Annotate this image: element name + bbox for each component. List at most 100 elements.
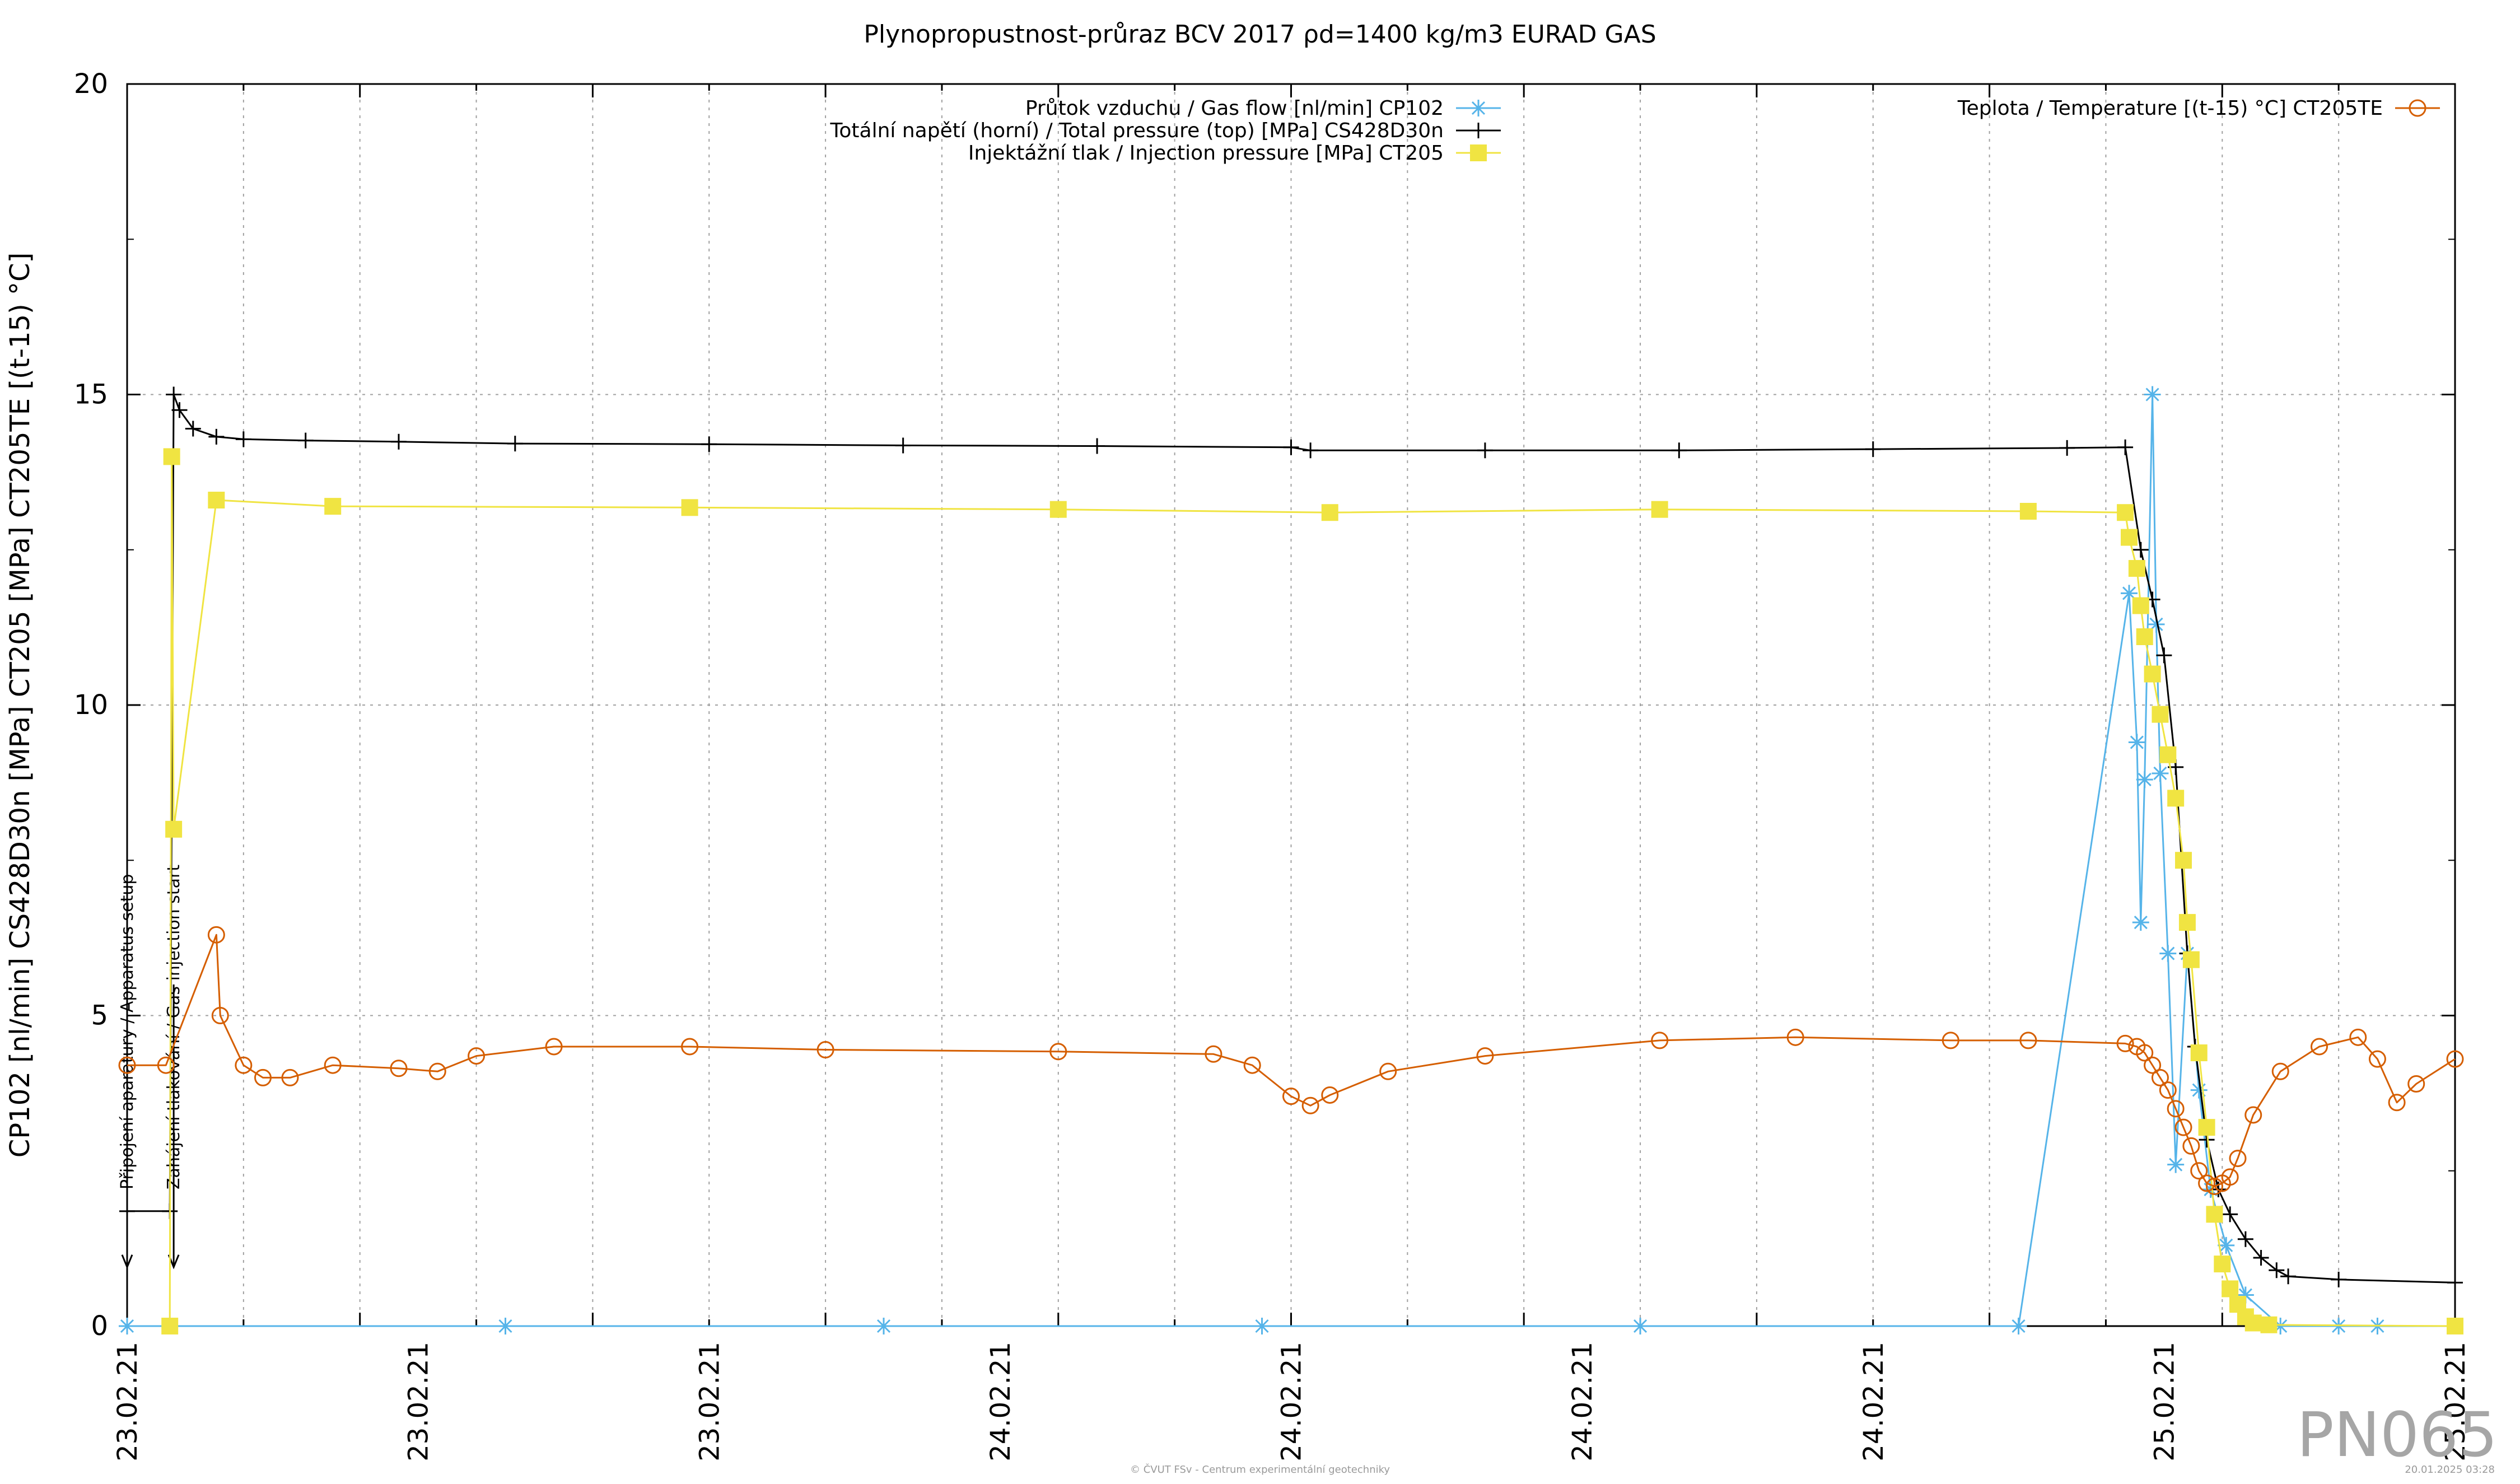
data-point — [2222, 1206, 2238, 1222]
data-point — [2136, 1044, 2154, 1062]
data-point — [2190, 1081, 2208, 1099]
data-point — [2178, 914, 2196, 931]
data-point — [1651, 1032, 1669, 1049]
data-point — [2121, 529, 2138, 546]
data-point — [118, 1056, 136, 1074]
data-point — [390, 433, 407, 450]
series-square — [161, 448, 2463, 1334]
data-point — [2349, 1028, 2367, 1046]
data-point — [2117, 504, 2134, 521]
data-point — [208, 428, 225, 445]
data-point — [1651, 501, 1668, 518]
data-point — [1049, 501, 1067, 518]
data-point — [2221, 1168, 2239, 1186]
data-point — [2218, 1236, 2235, 1254]
y-tick-label: 15 — [74, 379, 108, 410]
data-point — [2128, 560, 2145, 577]
data-point — [2447, 1318, 2463, 1334]
data-point — [1049, 1043, 1067, 1061]
footer-copyright: © ČVUT FSv - Centrum experimentální geot… — [1130, 1463, 1390, 1476]
data-point — [2167, 790, 2185, 807]
series-layer — [118, 386, 2464, 1334]
data-point — [2222, 1280, 2239, 1298]
data-point — [2446, 1050, 2464, 1068]
data-point — [208, 492, 225, 509]
data-point — [2182, 951, 2200, 968]
data-point — [281, 1068, 299, 1086]
data-point — [2159, 1081, 2177, 1099]
data-point — [1303, 442, 1319, 459]
legend-marker — [1471, 123, 1486, 138]
legend-marker — [2409, 99, 2426, 117]
x-tick-label: 25.02.21 — [2440, 1342, 2471, 1462]
data-point — [2206, 1206, 2223, 1223]
data-point — [2244, 1314, 2262, 1332]
x-tick-label: 24.02.21 — [1276, 1342, 1308, 1462]
data-point — [1671, 442, 1687, 459]
series-circle — [118, 926, 2464, 1195]
data-point — [2190, 1162, 2208, 1180]
legend-label: Teplota / Temperature [(t-15) °C] CT205T… — [1957, 97, 2383, 120]
series-plus — [119, 386, 2463, 1291]
data-point — [2152, 706, 2169, 723]
data-point — [2059, 440, 2075, 456]
y-axis: 0 5 10 15 20 — [74, 68, 2455, 1342]
annotations: Připojení aparatury / Apparatus setup Zah… — [118, 865, 184, 1270]
data-point — [468, 1047, 486, 1065]
y-tick-label: 20 — [74, 68, 108, 100]
data-point — [166, 386, 182, 403]
data-point — [1205, 1045, 1222, 1063]
data-point — [119, 1318, 136, 1334]
data-point — [2121, 585, 2138, 602]
data-point — [2144, 386, 2161, 403]
data-point — [161, 1318, 179, 1334]
data-point — [2182, 1137, 2200, 1155]
data-point — [2128, 734, 2145, 751]
data-point — [2132, 914, 2149, 931]
data-point — [324, 498, 342, 515]
y-tick-label: 10 — [74, 689, 108, 721]
data-point — [1786, 1028, 1804, 1046]
data-point — [211, 1007, 229, 1024]
data-point — [2388, 1094, 2406, 1112]
legend-marker — [1470, 100, 1487, 116]
x-tick-label: 24.02.21 — [985, 1342, 1016, 1462]
data-point — [2272, 1318, 2289, 1334]
data-point — [2019, 1032, 2037, 1049]
data-point — [163, 448, 180, 465]
data-point — [428, 1062, 446, 1080]
data-point — [1301, 1096, 1319, 1114]
y-tick-label: 0 — [91, 1310, 108, 1342]
data-point — [1283, 439, 1299, 455]
data-point — [1476, 1047, 1494, 1065]
data-point — [1865, 441, 1881, 458]
data-point — [207, 926, 225, 944]
data-point — [1477, 442, 1493, 459]
data-point — [2280, 1268, 2297, 1285]
x-tick-label: 23.02.21 — [112, 1342, 143, 1462]
x-axis: 23.02.21 23.02.21 23.02.21 24.02.21 24.02.21… — [112, 84, 2471, 1462]
legend-label: Injektážní tlak / Injection pressure [MP… — [968, 142, 1444, 165]
data-point — [545, 1038, 563, 1056]
data-point — [2136, 771, 2153, 788]
series-asterisk — [119, 386, 2463, 1334]
x-tick-label: 24.02.21 — [1858, 1342, 1889, 1462]
footer-timestamp: 20.01.2025 03:28 — [2405, 1464, 2495, 1476]
data-point — [1321, 1086, 1339, 1104]
data-point — [2190, 1044, 2208, 1062]
legend-label: Totální napětí (horní) / Total pressure … — [830, 119, 1444, 142]
data-point — [2010, 1318, 2027, 1334]
data-point — [297, 432, 314, 449]
data-point — [119, 1203, 135, 1219]
legend-label: Průtok vzduchu / Gas flow [nl/min] CP102 — [1025, 97, 1444, 120]
data-point — [390, 1060, 408, 1077]
data-point — [1379, 1062, 1397, 1080]
series-line — [127, 934, 2456, 1187]
x-tick-label: 24.02.21 — [1567, 1342, 1598, 1462]
data-point — [254, 1068, 272, 1086]
data-point — [2331, 1271, 2347, 1287]
data-point — [2260, 1316, 2278, 1333]
data-point — [2148, 615, 2165, 633]
data-point — [2229, 1150, 2247, 1168]
data-point — [235, 1056, 253, 1074]
